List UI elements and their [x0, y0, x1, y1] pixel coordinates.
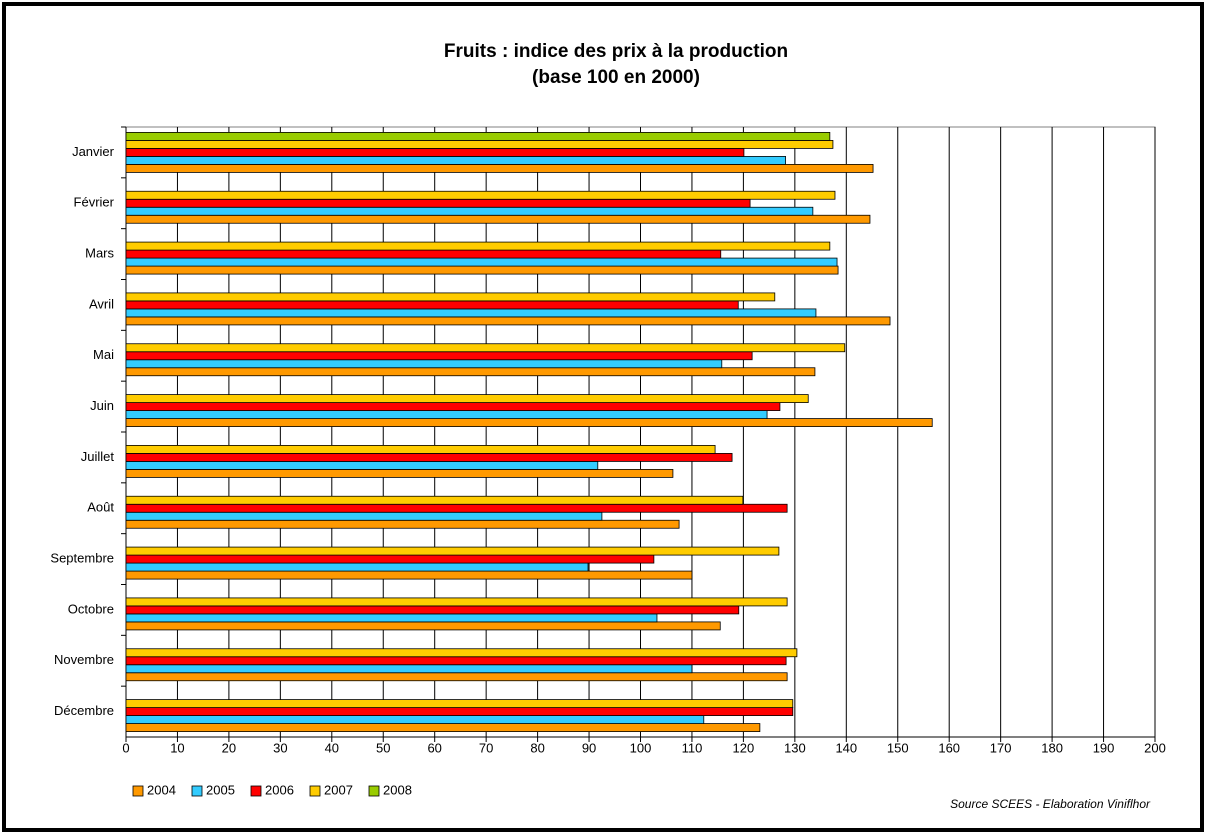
bar	[125, 495, 744, 505]
bar	[125, 300, 739, 310]
y-tick-label: Janvier	[72, 144, 115, 159]
bar	[125, 140, 834, 149]
bar	[125, 206, 814, 216]
legend-swatch	[368, 785, 380, 797]
x-tick-label: 90	[582, 740, 596, 755]
x-tick-label: 190	[1093, 740, 1115, 755]
x-tick-label: 110	[682, 740, 703, 755]
y-tick-label: Novembre	[54, 652, 114, 667]
bar	[125, 394, 809, 403]
bar	[125, 241, 831, 251]
bar	[125, 621, 721, 631]
bar	[125, 359, 723, 369]
bar	[125, 257, 838, 267]
bar	[125, 148, 745, 157]
bar	[125, 453, 733, 462]
source-note: Source SCEES - Elaboration Viniflhor	[950, 797, 1151, 811]
y-tick-label: Juin	[90, 398, 114, 413]
x-tick-label: 60	[427, 740, 441, 755]
chart-subtitle: (base 100 en 2000)	[532, 67, 700, 88]
bar	[125, 613, 658, 623]
chart-title: Fruits : indice des prix à la production	[444, 41, 788, 62]
x-tick-label: 80	[530, 740, 544, 755]
bar	[125, 367, 816, 377]
x-tick-label: 10	[170, 740, 184, 755]
bar	[125, 410, 768, 419]
y-tick-label: Février	[74, 195, 115, 210]
x-tick-label: 200	[1144, 740, 1166, 755]
legend-label: 2004	[147, 782, 176, 797]
bar	[125, 445, 716, 454]
bar	[125, 343, 846, 353]
bar	[125, 648, 798, 658]
bar	[125, 461, 599, 470]
legend-label: 2005	[206, 782, 235, 797]
y-tick-label: Mars	[85, 246, 114, 261]
bar	[125, 723, 761, 732]
x-tick-label: 130	[784, 740, 806, 755]
y-tick-label: Septembre	[50, 551, 114, 566]
legend-swatch	[132, 785, 144, 797]
y-tick-label: Mai	[93, 347, 114, 362]
x-tick-label: 30	[273, 740, 287, 755]
bar	[125, 562, 589, 572]
bar	[125, 265, 839, 275]
legend-swatch	[309, 785, 321, 797]
bar	[125, 469, 674, 478]
bar	[125, 164, 874, 173]
y-tick-label: Octobre	[68, 601, 114, 616]
y-tick-label: Août	[87, 500, 114, 515]
bar	[125, 316, 891, 326]
legend-swatch	[191, 785, 203, 797]
bar	[125, 214, 871, 224]
bar	[125, 190, 836, 200]
bar	[125, 570, 693, 580]
x-tick-label: 70	[479, 740, 493, 755]
bar	[125, 707, 794, 716]
bar	[125, 308, 817, 318]
x-tick-label: 120	[733, 740, 755, 755]
bar	[125, 132, 831, 141]
legend-label: 2008	[383, 782, 412, 797]
legend-label: 2006	[265, 782, 294, 797]
bar	[125, 402, 781, 411]
x-tick-label: 20	[222, 740, 236, 755]
bar	[125, 418, 933, 427]
bar	[125, 503, 788, 513]
y-tick-label: Avril	[89, 296, 114, 311]
bar	[125, 198, 751, 208]
x-tick-label: 40	[325, 740, 339, 755]
x-tick-label: 180	[1041, 740, 1063, 755]
bar	[125, 546, 780, 556]
bar	[125, 554, 655, 564]
bar	[125, 656, 787, 666]
bar	[125, 664, 693, 674]
x-tick-label: 160	[938, 740, 960, 755]
bar	[125, 597, 788, 607]
bar	[125, 351, 753, 361]
bar	[125, 519, 680, 529]
legend-swatch	[250, 785, 262, 797]
bar	[125, 249, 722, 259]
bar	[125, 672, 788, 682]
bar	[125, 511, 603, 521]
y-tick-label: Juillet	[81, 449, 115, 464]
bar	[125, 292, 776, 302]
bar	[125, 156, 786, 165]
x-tick-label: 100	[630, 740, 652, 755]
y-tick-label: Décembre	[54, 703, 114, 718]
x-tick-label: 150	[887, 740, 909, 755]
legend-label: 2007	[324, 782, 353, 797]
x-tick-label: 170	[990, 740, 1012, 755]
bar	[125, 715, 705, 724]
bar	[125, 699, 794, 708]
x-tick-label: 50	[376, 740, 390, 755]
x-tick-label: 0	[122, 740, 129, 755]
bar	[125, 605, 740, 615]
x-tick-label: 140	[835, 740, 857, 755]
